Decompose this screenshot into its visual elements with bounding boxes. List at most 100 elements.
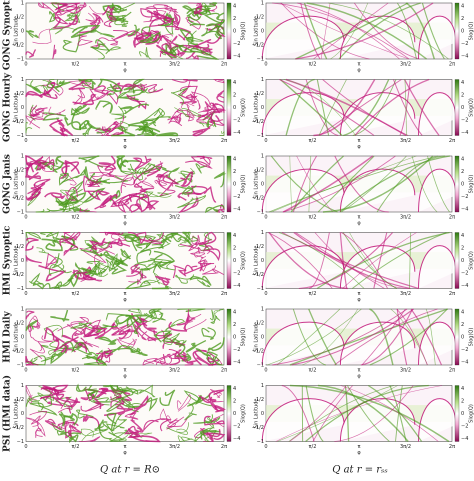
x-tick-label: π [123, 215, 126, 221]
field-line [156, 132, 179, 137]
map-features [25, 231, 225, 291]
colorbar-label: Slog(Q) [469, 404, 474, 423]
colorbar-tick-label: 0 [461, 105, 464, 111]
y-tick-label: 1/2 [256, 15, 264, 21]
colorbar-label: Slog(Q) [241, 404, 247, 423]
field-line [39, 231, 59, 239]
field-line [60, 231, 81, 243]
colorbar-tick-label: 2 [233, 322, 236, 328]
y-tick-label: −1/2 [252, 119, 264, 125]
field-line [133, 165, 163, 184]
field-line [180, 85, 198, 99]
colorbar-tick-label: 0 [233, 411, 236, 417]
arc [347, 385, 390, 442]
field-line [126, 24, 140, 36]
map-features [23, 155, 227, 214]
field-line [112, 82, 136, 94]
colorbar-label: Slog(Q) [241, 175, 247, 194]
x-tick-label: 0 [264, 444, 267, 450]
field-line [197, 394, 219, 412]
field-line [130, 315, 142, 335]
field-line [111, 325, 133, 339]
colorbar-tick-label: −2 [233, 194, 240, 200]
field-line [156, 170, 170, 190]
y-axis-label: Sin Latitude [14, 322, 20, 352]
field-line [159, 178, 176, 197]
field-line [177, 435, 198, 442]
field-line [204, 12, 225, 24]
field-line [124, 419, 144, 435]
colorbar-tick-label: 4 [233, 157, 236, 163]
y-tick-label: 0 [21, 258, 24, 264]
field-line [136, 163, 155, 175]
field-line [76, 409, 94, 419]
x-tick-label: 0 [264, 138, 267, 144]
field-line [150, 258, 176, 271]
field-line [174, 107, 202, 118]
field-line [181, 80, 191, 95]
field-line [109, 429, 129, 442]
field-line [213, 308, 225, 321]
field-line [192, 34, 222, 49]
field-line [133, 32, 152, 48]
x-tick-label: 3π/2 [400, 215, 411, 221]
arc [396, 2, 417, 60]
arc [354, 78, 430, 136]
field-line [121, 201, 140, 213]
arc [313, 2, 389, 60]
field-line [175, 274, 195, 284]
y-tick-label: 1/2 [256, 168, 264, 174]
field-line [102, 4, 128, 14]
y-tick-label: 1/2 [16, 168, 24, 174]
arc [306, 2, 428, 60]
field-line [58, 411, 75, 427]
field-line [64, 112, 82, 131]
field-line [155, 173, 181, 185]
arc [404, 79, 440, 136]
field-line [175, 43, 197, 53]
colorbar-tick-label: 2 [461, 322, 464, 328]
field-line [128, 83, 148, 92]
colorbar-label: Slog(Q) [241, 251, 247, 270]
colorbar-label: Slog(Q) [241, 22, 247, 41]
colorbar-tick-label: 2 [233, 93, 236, 99]
colorbar-tick-label: 4 [461, 80, 464, 86]
x-tick-label: π/2 [309, 62, 317, 68]
field-line [195, 348, 213, 357]
arc [308, 308, 337, 366]
field-line [124, 234, 143, 252]
arc [292, 308, 327, 366]
arc [339, 155, 450, 213]
y-axis-label: Sin Latitude [254, 93, 260, 123]
y-tick-label: −1 [257, 363, 264, 369]
field-line [154, 34, 173, 42]
field-line [187, 232, 199, 243]
x-tick-label: 0 [264, 291, 267, 297]
arc [281, 385, 315, 442]
field-line [79, 337, 88, 353]
field-line [51, 2, 66, 12]
field-line [54, 2, 81, 14]
colorbar-tick-label: −2 [233, 271, 240, 277]
field-line [193, 5, 203, 16]
colorbar-tick-label: −4 [461, 283, 468, 289]
field-line [143, 310, 163, 323]
arc [308, 155, 312, 213]
x-tick-label: 0 [24, 444, 27, 450]
field-line [180, 103, 195, 118]
arc [349, 232, 397, 289]
field-line [189, 275, 212, 286]
x-tick-label: 3π/2 [400, 62, 411, 68]
field-line [179, 243, 202, 254]
field-line [97, 165, 115, 177]
field-line [156, 234, 171, 249]
arc [405, 2, 436, 60]
field-line [130, 263, 141, 274]
field-line [83, 354, 107, 366]
arc [314, 232, 411, 289]
field-line [171, 78, 198, 83]
x-tick-label: 2π [221, 444, 227, 450]
field-line [167, 417, 188, 428]
field-line [53, 155, 64, 171]
